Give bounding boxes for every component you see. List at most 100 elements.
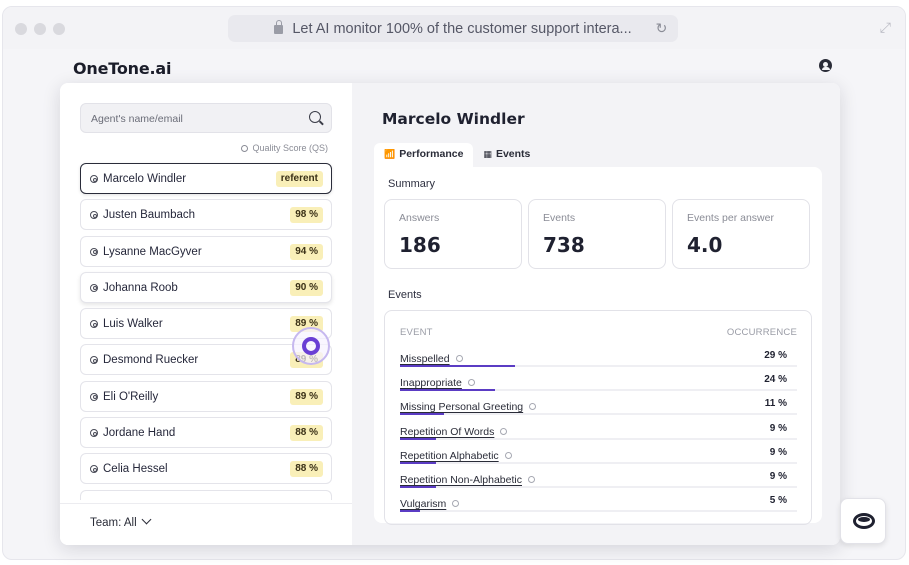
event-percentage: 29 % xyxy=(764,350,787,361)
event-percentage: 9 % xyxy=(769,423,787,434)
event-column-header: EVENT xyxy=(400,327,433,338)
event-percentage: 9 % xyxy=(769,471,787,482)
agent-search-placeholder: Agent's name/email xyxy=(91,113,183,125)
event-row: Repetition Non-Alphabetic 9 % xyxy=(400,470,797,490)
info-icon[interactable] xyxy=(528,476,535,483)
stat-label: Answers xyxy=(399,212,440,224)
tab-performance[interactable]: 📶 Performance xyxy=(374,143,474,167)
agent-detail-panel: Marcelo Windler 📶 Performance ▦ Events Sum… xyxy=(352,83,840,545)
agent-name: Celia Hessel xyxy=(103,463,168,476)
quality-score-badge: 94 % xyxy=(290,243,323,260)
address-bar[interactable]: Let AI monitor 100% of the customer supp… xyxy=(228,15,678,42)
user-account-icon[interactable] xyxy=(819,59,832,72)
tab-performance-label: Performance xyxy=(399,148,464,160)
event-percentage: 24 % xyxy=(764,374,787,385)
event-row: Repetition Alphabetic 9 % xyxy=(400,446,797,466)
agent-icon xyxy=(90,211,98,220)
team-filter-dropdown[interactable]: Team: All xyxy=(60,503,352,545)
event-bar-track xyxy=(400,462,797,464)
events-table-header: EVENT OCCURRENCE xyxy=(400,327,797,338)
quality-score-badge: 89 % xyxy=(290,388,323,405)
performance-panel: Summary Answers 186 Events 738 Events pe… xyxy=(374,167,822,525)
event-bar-track xyxy=(400,438,797,440)
event-bar-track xyxy=(400,365,797,367)
event-link[interactable]: Repetition Alphabetic xyxy=(400,450,499,462)
agent-icon xyxy=(90,392,98,401)
detail-tabs: 📶 Performance ▦ Events xyxy=(374,143,540,167)
event-link[interactable]: Missing Personal Greeting xyxy=(400,401,524,413)
agent-name: Johanna Roob xyxy=(103,281,178,294)
minimize-window-dot[interactable] xyxy=(34,23,46,35)
event-link[interactable]: Repetition Non-Alphabetic xyxy=(400,474,522,486)
event-row: Misspelled 29 % xyxy=(400,349,797,369)
event-link[interactable]: Inappropriate xyxy=(400,377,462,389)
agent-icon xyxy=(90,465,98,474)
event-bar xyxy=(400,389,496,391)
agent-item[interactable]: Desmond Ruecker 89 % xyxy=(80,344,332,376)
info-icon[interactable] xyxy=(529,403,537,410)
agent-list: Marcelo Windler referent Justen Baumbach… xyxy=(80,163,334,500)
stat-card-events-per-answer: Events per answer 4.0 xyxy=(672,199,810,269)
tab-events[interactable]: ▦ Events xyxy=(473,143,540,167)
table-icon: ▦ xyxy=(483,149,492,159)
info-icon[interactable] xyxy=(452,500,460,507)
agent-item[interactable]: Justen Baumbach 98 % xyxy=(80,199,332,231)
event-row: Repetition Of Words 9 % xyxy=(400,422,797,442)
event-bar-track xyxy=(400,486,797,488)
agent-sidebar: Agent's name/email Quality Score (QS) Ma… xyxy=(60,83,352,545)
stat-label: Events xyxy=(543,212,576,224)
close-window-dot[interactable] xyxy=(15,23,27,35)
event-row: Missing Personal Greeting 11 % xyxy=(400,397,797,417)
agent-item[interactable]: Lysanne MacGyver 94 % xyxy=(80,235,332,267)
event-link[interactable]: Repetition Of Words xyxy=(400,426,495,438)
bar-chart-icon: 📶 xyxy=(384,149,396,159)
help-chat-button[interactable] xyxy=(840,498,886,544)
tab-events-label: Events xyxy=(495,148,531,160)
event-bar-track xyxy=(400,510,797,512)
event-link[interactable]: Vulgarism xyxy=(400,498,447,510)
event-bar xyxy=(400,438,436,440)
info-icon[interactable] xyxy=(500,428,508,435)
event-row: Vulgarism 5 % xyxy=(400,494,797,514)
chevron-down-icon xyxy=(141,514,152,525)
events-section-title: Events xyxy=(388,289,422,301)
agent-item[interactable]: Celia Hessel 88 % xyxy=(80,453,332,485)
agent-item-partial[interactable] xyxy=(80,489,332,500)
agent-search-input[interactable]: Agent's name/email xyxy=(80,103,332,133)
event-bar xyxy=(400,462,436,464)
maximize-window-dot[interactable] xyxy=(53,23,65,35)
search-icon[interactable] xyxy=(309,111,321,123)
occurrence-column-header: OCCURRENCE xyxy=(726,327,797,338)
lock-icon xyxy=(274,20,284,34)
browser-titlebar: Let AI monitor 100% of the customer supp… xyxy=(3,7,905,49)
agent-item[interactable]: Johanna Roob 90 % xyxy=(80,271,332,303)
expand-icon[interactable]: ⤢ xyxy=(879,19,891,35)
agent-item[interactable]: Jordane Hand 88 % xyxy=(80,417,332,449)
reload-icon[interactable]: ↻ xyxy=(655,20,668,36)
address-bar-text: Let AI monitor 100% of the customer supp… xyxy=(292,20,632,37)
info-icon[interactable] xyxy=(467,379,475,386)
quality-score-badge: referent xyxy=(275,171,323,187)
stat-card-answers: Answers 186 xyxy=(384,199,522,269)
main-card: Agent's name/email Quality Score (QS) Ma… xyxy=(60,83,840,545)
agent-name: Luis Walker xyxy=(103,318,163,331)
stat-label: Events per answer xyxy=(687,212,774,224)
stat-value: 738 xyxy=(543,233,585,257)
info-icon[interactable] xyxy=(504,452,512,459)
agent-item[interactable]: Luis Walker 89 % xyxy=(80,308,332,340)
event-bar xyxy=(400,365,516,367)
event-percentage: 5 % xyxy=(769,495,787,506)
agent-item[interactable]: Marcelo Windler referent xyxy=(80,163,332,194)
agent-name: Jordane Hand xyxy=(103,427,176,440)
agent-name: Desmond Ruecker xyxy=(103,354,199,367)
event-bar xyxy=(400,413,444,415)
quality-score-badge: 98 % xyxy=(290,207,323,224)
agent-item[interactable]: Eli O'Reilly 89 % xyxy=(80,380,332,412)
agent-icon xyxy=(90,175,98,183)
event-link[interactable]: Misspelled xyxy=(400,353,450,365)
quality-score-sort[interactable]: Quality Score (QS) xyxy=(241,143,328,153)
agent-icon xyxy=(90,247,98,256)
stat-value: 4.0 xyxy=(687,233,723,257)
info-icon[interactable] xyxy=(455,355,463,362)
brand-logo[interactable]: OneTone.ai xyxy=(73,59,172,78)
